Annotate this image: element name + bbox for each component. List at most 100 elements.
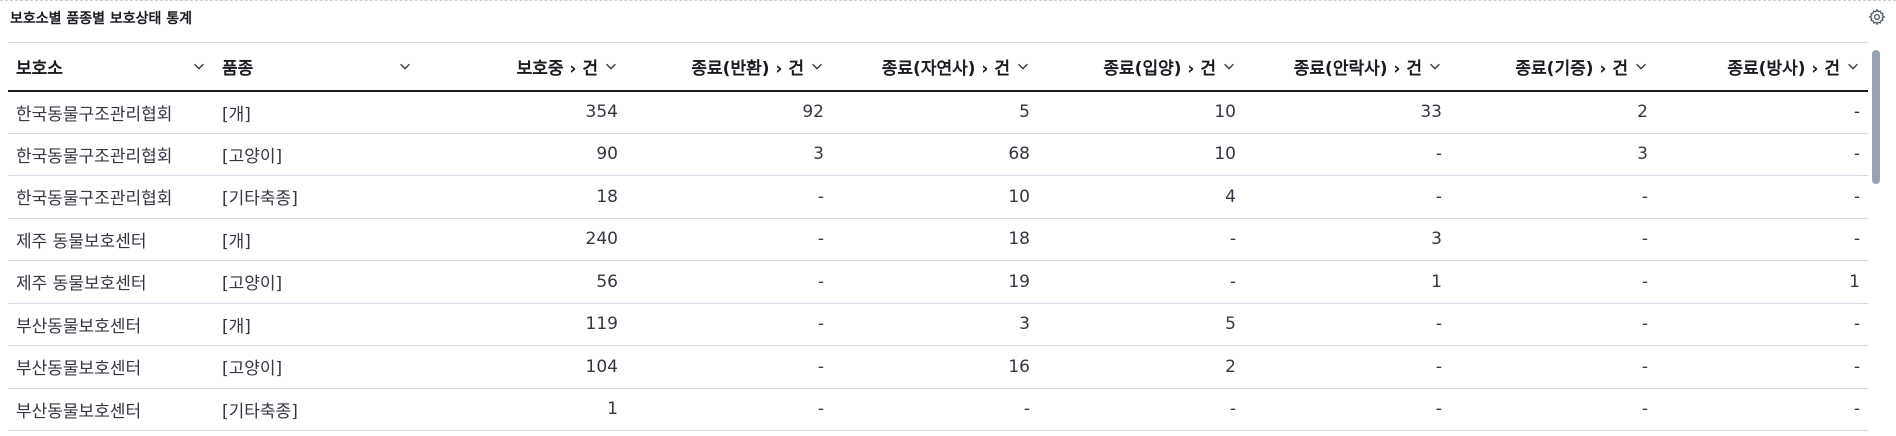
chevron-down-icon[interactable] [192, 59, 206, 73]
column-header-cell[interactable]: 보호중 › 건 [428, 54, 618, 79]
cell-shelter: 한국동물구조관리협회 [8, 90, 214, 134]
cell-protecting: 56 [420, 260, 626, 304]
cell-shelter: 부산동물보호센터 [8, 345, 214, 389]
cell-shelter: 한국동물구조관리협회 [8, 133, 214, 176]
chevron-down-icon[interactable] [1222, 59, 1236, 73]
cell-shelter: 부산동물보호센터 [8, 303, 214, 346]
cell-protecting: 119 [420, 303, 626, 346]
cell-euthanasia: - [1244, 388, 1450, 431]
stats-table: 보호소 품종 보호중 › 건 종료(반환) › 건 종료(자연사) › 건 종료(입양) … [8, 42, 1868, 431]
cell-returned: - [626, 345, 832, 389]
cell-shelter: 부산동물보호센터 [8, 388, 214, 431]
column-header-adopted[interactable]: 종료(입양) › 건 [1038, 42, 1244, 92]
cell-donated: - [1450, 345, 1656, 389]
cell-released: - [1656, 345, 1868, 389]
cell-protecting: 90 [420, 133, 626, 176]
chevron-down-icon[interactable] [810, 59, 824, 73]
column-header-euthanasia[interactable]: 종료(안락사) › 건 [1244, 42, 1450, 92]
cell-euthanasia: 33 [1244, 90, 1450, 134]
column-header-donated[interactable]: 종료(기증) › 건 [1450, 42, 1656, 92]
cell-returned: - [626, 303, 832, 346]
cell-breed: [개] [214, 90, 420, 134]
cell-adopted: 4 [1038, 175, 1244, 219]
cell-natural_death: 18 [832, 218, 1038, 261]
chevron-down-icon[interactable] [398, 59, 412, 73]
column-header-cell[interactable]: 종료(방사) › 건 [1664, 54, 1860, 79]
chevron-down-icon[interactable] [1016, 59, 1030, 73]
cell-euthanasia: - [1244, 303, 1450, 346]
column-header-shelter[interactable]: 보호소 [8, 42, 214, 92]
column-header-label: 보호중 › 건 [516, 58, 598, 79]
column-header-label: 종료(방사) › 건 [1727, 58, 1840, 79]
cell-released: - [1656, 133, 1868, 176]
cell-donated: - [1450, 388, 1656, 431]
cell-protecting: 1 [420, 388, 626, 431]
chevron-down-icon[interactable] [1428, 59, 1442, 73]
cell-adopted: 2 [1038, 345, 1244, 389]
cell-adopted: 5 [1038, 303, 1244, 346]
scrollbar-thumb[interactable] [1872, 50, 1880, 184]
cell-donated: - [1450, 175, 1656, 219]
cell-euthanasia: - [1244, 175, 1450, 219]
cell-breed: [고양이] [214, 345, 420, 389]
gear-icon[interactable] [1866, 6, 1888, 28]
cell-natural_death: 68 [832, 133, 1038, 176]
column-header-released[interactable]: 종료(방사) › 건 [1656, 42, 1868, 92]
column-header-protecting[interactable]: 보호중 › 건 [420, 42, 626, 92]
table-row: 한국동물구조관리협회 [개] 354 92 5 10 33 2- [8, 90, 1868, 134]
cell-returned: 92 [626, 90, 832, 134]
cell-protecting: 240 [420, 218, 626, 261]
table-body: 한국동물구조관리협회 [개] 354 92 5 10 33 2- 한국동물구조관리협회 [고양이]… [8, 90, 1868, 431]
panel-title: 보호소별 품종별 보호상태 통계 [10, 11, 193, 27]
cell-adopted: 10 [1038, 133, 1244, 176]
cell-protecting: 18 [420, 175, 626, 219]
cell-natural_death: 19 [832, 260, 1038, 304]
table-row: 부산동물보호센터 [기타축종] 1- - - - - - [8, 388, 1868, 431]
panel-top-border [0, 0, 1896, 1]
cell-protecting: 104 [420, 345, 626, 389]
table-header-row: 보호소 품종 보호중 › 건 종료(반환) › 건 종료(자연사) › 건 종료(입양) … [8, 42, 1868, 92]
cell-natural_death: 3 [832, 303, 1038, 346]
cell-euthanasia: 1 [1244, 260, 1450, 304]
column-header-cell[interactable]: 종료(입양) › 건 [1046, 54, 1236, 79]
cell-breed: [고양이] [214, 260, 420, 304]
column-header-breed[interactable]: 품종 [214, 42, 420, 92]
cell-breed: [고양이] [214, 133, 420, 176]
column-header-label: 종료(기증) › 건 [1515, 58, 1628, 79]
column-header-cell[interactable]: 품종 [222, 54, 412, 79]
cell-returned: - [626, 218, 832, 261]
cell-euthanasia: - [1244, 345, 1450, 389]
cell-donated: 3 [1450, 133, 1656, 176]
table-row: 부산동물보호센터 [개] 119-3 5- - - [8, 303, 1868, 346]
cell-released: - [1656, 218, 1868, 261]
column-header-label: 보호소 [16, 58, 63, 79]
cell-adopted: - [1038, 218, 1244, 261]
cell-shelter: 한국동물구조관리협회 [8, 175, 214, 219]
stats-table-container: 보호소 품종 보호중 › 건 종료(반환) › 건 종료(자연사) › 건 종료(입양) … [8, 42, 1868, 436]
cell-released: - [1656, 90, 1868, 134]
cell-donated: 2 [1450, 90, 1656, 134]
column-header-cell[interactable]: 종료(자연사) › 건 [840, 54, 1030, 79]
cell-adopted: - [1038, 388, 1244, 431]
cell-adopted: 10 [1038, 90, 1244, 134]
cell-protecting: 354 [420, 90, 626, 134]
column-header-cell[interactable]: 종료(안락사) › 건 [1252, 54, 1442, 79]
column-header-cell[interactable]: 종료(반환) › 건 [634, 54, 824, 79]
cell-breed: [개] [214, 218, 420, 261]
chevron-down-icon[interactable] [1634, 59, 1648, 73]
column-header-cell[interactable]: 종료(기증) › 건 [1458, 54, 1648, 79]
cell-natural_death: 16 [832, 345, 1038, 389]
table-row: 부산동물보호센터 [고양이] 104-16 2- - - [8, 345, 1868, 389]
cell-released: 1 [1656, 260, 1868, 304]
cell-breed: [기타축종] [214, 388, 420, 431]
cell-natural_death: 10 [832, 175, 1038, 219]
column-header-cell[interactable]: 보호소 [16, 54, 206, 79]
cell-released: - [1656, 175, 1868, 219]
column-header-returned[interactable]: 종료(반환) › 건 [626, 42, 832, 92]
chevron-down-icon[interactable] [1846, 59, 1860, 73]
cell-returned: - [626, 388, 832, 431]
column-header-natural_death[interactable]: 종료(자연사) › 건 [832, 42, 1038, 92]
column-header-label: 종료(안락사) › 건 [1293, 58, 1422, 79]
chevron-down-icon[interactable] [604, 59, 618, 73]
table-row: 한국동물구조관리협회 [고양이] 90 3 68 10-3- [8, 133, 1868, 176]
